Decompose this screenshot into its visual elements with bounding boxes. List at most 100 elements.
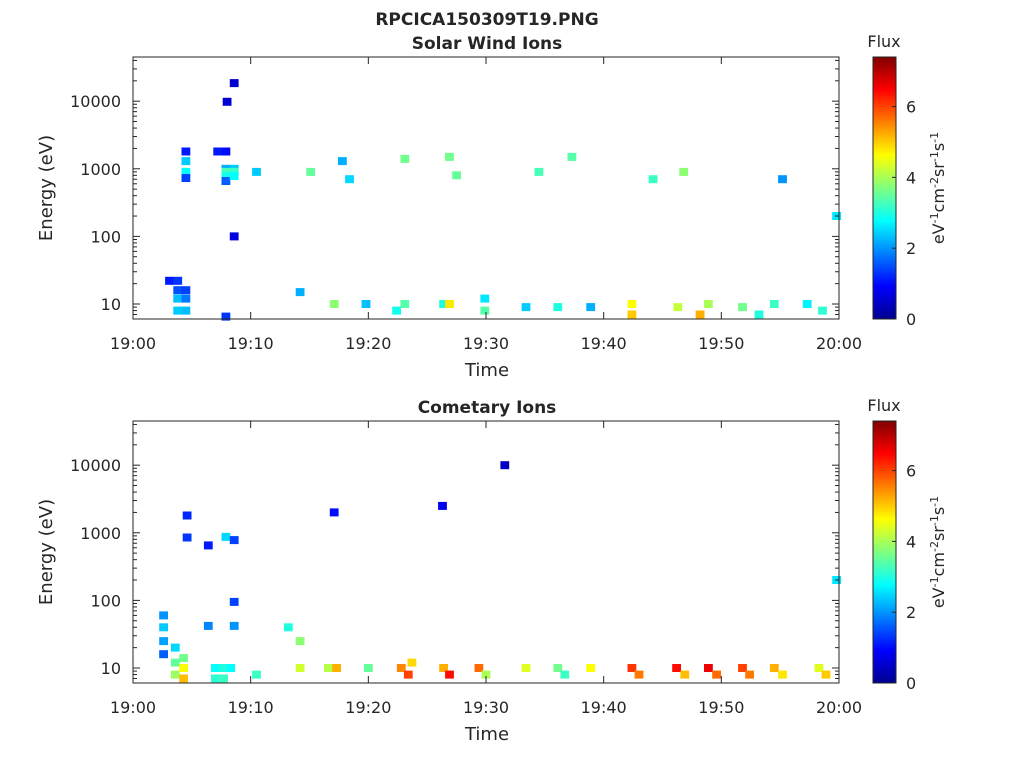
data-cell [778, 175, 787, 184]
data-cell [818, 306, 827, 315]
data-cell [695, 310, 705, 319]
y-axis-label-solar-wind: Energy (eV) [36, 135, 57, 241]
data-cell [704, 300, 713, 308]
data-cell [634, 670, 644, 679]
colorbar-ticks-cometary: 0 2 4 6 [892, 462, 916, 693]
colorbar-tick-label: 2 [906, 603, 916, 622]
data-cell [745, 670, 754, 679]
y-tick-label: 100 [90, 591, 121, 610]
data-cell [181, 174, 191, 182]
x-tick-label: 19:40 [581, 698, 627, 717]
data-cell [323, 664, 333, 672]
colorbar-cometary [872, 420, 897, 684]
x-tick-label: 19:40 [581, 334, 627, 353]
data-cell [704, 664, 713, 672]
data-cell [221, 532, 231, 541]
data-cell [252, 670, 261, 679]
data-cell [295, 664, 305, 672]
data-cell [474, 664, 484, 672]
data-cell [445, 670, 454, 679]
data-cell [553, 664, 563, 672]
data-cell [814, 664, 824, 672]
colorbar-tick-label: 0 [906, 310, 916, 329]
data-cell [329, 508, 339, 517]
data-cell [560, 670, 570, 679]
data-cell [567, 152, 577, 161]
data-cell [229, 167, 239, 176]
y-tick-label: 10000 [70, 456, 121, 475]
data-cell [219, 674, 228, 683]
data-cell [165, 276, 174, 285]
data-cell [159, 611, 168, 620]
data-cell [627, 300, 637, 308]
data-cell [159, 623, 168, 632]
data-cell [778, 670, 787, 679]
colorbar-tick-label: 6 [906, 462, 916, 481]
data-cell [306, 167, 316, 176]
data-cell [170, 658, 180, 667]
x-tick-label: 19:10 [228, 698, 274, 717]
y-tick-label: 10 [101, 295, 121, 314]
data-cell [738, 664, 747, 672]
data-cell [221, 147, 231, 156]
colorbar-label-cometary: Flux [867, 396, 900, 415]
colorbar-units-solar-wind: eV-1cm-2sr-1s-1 [928, 132, 948, 244]
data-cell [673, 303, 683, 312]
data-cell [182, 511, 192, 520]
data-cell [396, 664, 406, 672]
data-cell [553, 303, 563, 312]
axes-frame-cometary [132, 420, 840, 684]
data-cell [438, 501, 447, 510]
cells-cometary [159, 461, 841, 683]
data-cell [283, 623, 293, 632]
data-cell [754, 310, 764, 319]
x-axis-label-cometary: Time [464, 724, 509, 745]
x-tick-label: 19:20 [345, 698, 391, 717]
panel-title-cometary: Cometary Ions [418, 398, 557, 418]
data-cell [586, 303, 596, 312]
data-cell [400, 300, 410, 308]
data-cell [627, 310, 637, 319]
data-cell [712, 670, 721, 679]
data-cell [181, 306, 191, 315]
x-ticks-solar-wind: 19:00 19:10 19:20 19:30 19:40 19:50 20:00 [110, 57, 862, 353]
data-cell [392, 306, 401, 315]
data-cell [400, 154, 410, 163]
data-cell [159, 637, 168, 646]
data-cell [226, 664, 236, 672]
data-cell [648, 175, 658, 184]
panel-title-solar-wind: Solar Wind Ions [412, 34, 563, 54]
y-tick-label: 10000 [70, 92, 121, 111]
data-cell [738, 303, 747, 312]
data-cell [252, 167, 261, 176]
data-cell [295, 288, 305, 297]
colorbar-tick-label: 6 [906, 98, 916, 117]
y-tick-label: 1000 [80, 524, 121, 543]
data-cell [363, 664, 373, 672]
data-cell [170, 643, 180, 652]
data-cell [229, 621, 239, 630]
data-cell [182, 533, 192, 542]
colorbar-tick-label: 0 [906, 674, 916, 693]
y-axis-label-cometary: Energy (eV) [36, 499, 57, 605]
data-cell [229, 536, 239, 545]
data-cell [181, 286, 191, 295]
data-cell [534, 167, 544, 176]
x-tick-label: 20:00 [816, 698, 862, 717]
x-tick-label: 19:50 [698, 698, 744, 717]
data-cell [439, 300, 448, 308]
colorbar-ticks-solar-wind: 0 2 4 6 [892, 98, 916, 329]
x-tick-label: 19:50 [698, 334, 744, 353]
y-tick-label: 100 [90, 227, 121, 246]
data-cell [295, 637, 305, 646]
x-tick-label: 19:10 [228, 334, 274, 353]
data-cell [403, 670, 413, 679]
data-cell [452, 171, 461, 180]
data-cell [332, 664, 341, 672]
data-cell [203, 541, 213, 550]
data-cell [586, 664, 596, 672]
data-cell [480, 294, 490, 303]
x-tick-label: 19:00 [110, 334, 156, 353]
data-cell [500, 461, 510, 470]
